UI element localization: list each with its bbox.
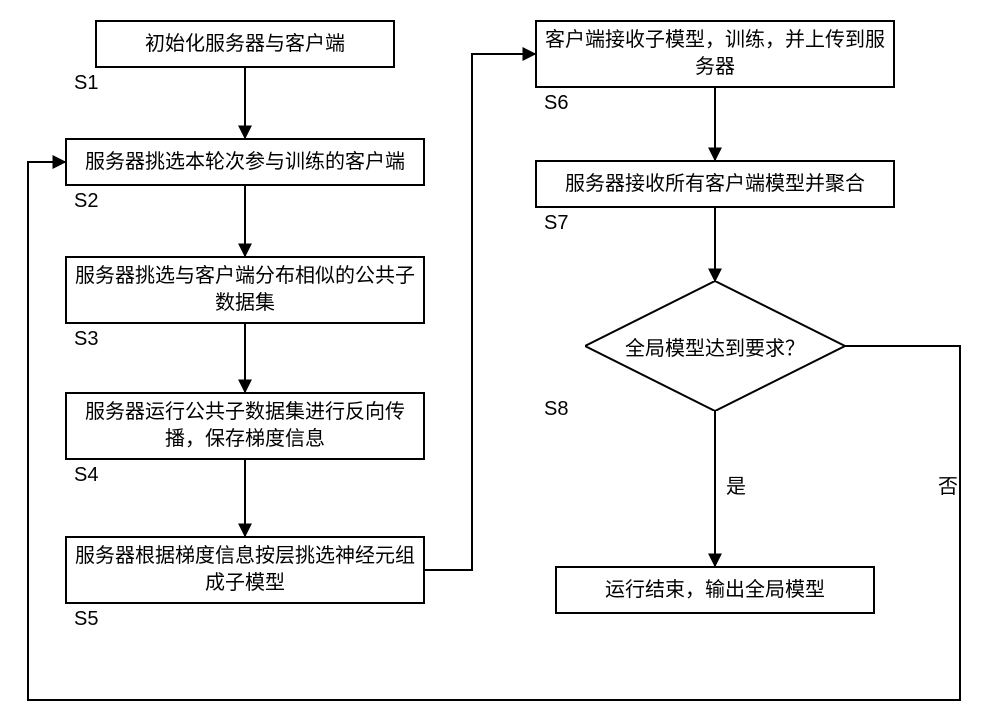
node-s7: 服务器接收所有客户端模型并聚合 [535, 160, 895, 208]
node-s3-text: 服务器挑选与客户端分布相似的公共子数据集 [75, 263, 415, 317]
slabel-s5: S5 [74, 608, 98, 631]
edge-label-no: 否 [938, 470, 958, 499]
edge-s5-s6 [425, 54, 535, 570]
node-s7-text: 服务器接收所有客户端模型并聚合 [565, 171, 865, 198]
node-s1-text: 初始化服务器与客户端 [145, 31, 345, 58]
edge-label-yes: 是 [726, 470, 746, 499]
slabel-s2: S2 [74, 190, 98, 213]
slabel-s3: S3 [74, 328, 98, 351]
node-s8-text: 全局模型达到要求？ [625, 332, 805, 361]
node-s8: 全局模型达到要求？ [585, 281, 845, 411]
node-s9: 运行结束，输出全局模型 [555, 566, 875, 614]
node-s3: 服务器挑选与客户端分布相似的公共子数据集 [65, 256, 425, 324]
node-s4: 服务器运行公共子数据集进行反向传播，保存梯度信息 [65, 392, 425, 460]
node-s9-text: 运行结束，输出全局模型 [605, 577, 825, 604]
node-s5: 服务器根据梯度信息按层挑选神经元组成子模型 [65, 536, 425, 604]
slabel-s8: S8 [544, 398, 568, 421]
node-s1: 初始化服务器与客户端 [95, 20, 395, 68]
slabel-s7: S7 [544, 212, 568, 235]
slabel-s4: S4 [74, 464, 98, 487]
node-s6: 客户端接收子模型，训练，并上传到服务器 [535, 20, 895, 88]
node-s5-text: 服务器根据梯度信息按层挑选神经元组成子模型 [75, 543, 415, 597]
slabel-s1: S1 [74, 72, 98, 95]
node-s2: 服务器挑选本轮次参与训练的客户端 [65, 138, 425, 186]
node-s2-text: 服务器挑选本轮次参与训练的客户端 [85, 149, 405, 176]
slabel-s6: S6 [544, 92, 568, 115]
node-s6-text: 客户端接收子模型，训练，并上传到服务器 [545, 27, 885, 81]
node-s4-text: 服务器运行公共子数据集进行反向传播，保存梯度信息 [75, 399, 415, 453]
